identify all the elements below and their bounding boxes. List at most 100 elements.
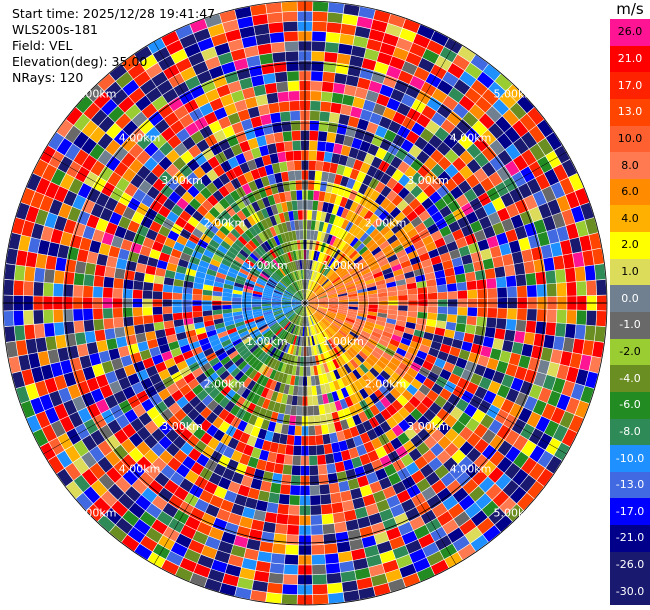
range-gate bbox=[389, 207, 401, 219]
range-gate bbox=[145, 87, 162, 103]
range-gate bbox=[239, 330, 250, 338]
range-gate bbox=[469, 486, 485, 502]
range-gate bbox=[540, 244, 553, 259]
range-gate bbox=[362, 235, 373, 246]
range-gate bbox=[284, 332, 291, 342]
range-gate bbox=[417, 293, 428, 300]
range-gate bbox=[231, 242, 242, 253]
range-gate bbox=[452, 487, 469, 503]
range-gate bbox=[73, 149, 89, 166]
range-gate bbox=[208, 23, 225, 37]
range-gate bbox=[278, 192, 287, 203]
range-gate bbox=[254, 315, 264, 321]
range-gate bbox=[463, 263, 475, 274]
range-gate bbox=[392, 411, 404, 424]
range-gate bbox=[492, 99, 509, 116]
range-gate bbox=[316, 211, 322, 221]
range-gate bbox=[417, 178, 430, 191]
range-gate bbox=[44, 269, 55, 283]
range-gate bbox=[301, 290, 305, 300]
range-ring-label: 2.00km bbox=[204, 216, 246, 229]
range-gate bbox=[208, 65, 224, 79]
range-gate bbox=[575, 369, 589, 386]
range-gate bbox=[265, 367, 274, 378]
range-gate bbox=[506, 388, 520, 403]
range-gate bbox=[337, 309, 348, 313]
range-gate bbox=[403, 401, 416, 414]
range-gate bbox=[299, 290, 304, 300]
range-gate bbox=[202, 289, 213, 296]
range-gate bbox=[299, 306, 304, 316]
range-gate bbox=[261, 255, 271, 264]
range-gate bbox=[144, 171, 159, 186]
range-gate bbox=[99, 166, 114, 182]
range-gate bbox=[277, 328, 285, 338]
range-gate bbox=[197, 332, 208, 341]
range-gate bbox=[425, 471, 440, 486]
range-gate bbox=[301, 306, 305, 316]
range-gate bbox=[379, 138, 392, 151]
range-gate bbox=[208, 472, 222, 486]
range-gate bbox=[148, 479, 164, 495]
range-gate bbox=[251, 447, 262, 459]
range-gate bbox=[273, 463, 284, 474]
range-gate bbox=[149, 221, 162, 233]
range-gate bbox=[266, 92, 279, 104]
range-gate bbox=[192, 61, 209, 76]
range-gate bbox=[316, 364, 322, 375]
range-gate bbox=[365, 90, 379, 103]
range-gate bbox=[251, 201, 261, 213]
range-gate bbox=[442, 71, 459, 87]
range-gate bbox=[377, 292, 388, 298]
range-gate bbox=[173, 171, 186, 184]
range-gate bbox=[276, 315, 286, 322]
range-gate bbox=[444, 414, 458, 428]
range-gate bbox=[358, 350, 368, 360]
range-gate bbox=[293, 295, 302, 301]
range-gate bbox=[410, 408, 423, 421]
range-gate bbox=[269, 322, 279, 330]
range-gate bbox=[338, 240, 347, 251]
range-gate bbox=[324, 267, 332, 277]
range-gate bbox=[307, 260, 311, 270]
range-gate bbox=[404, 244, 416, 255]
range-gate bbox=[428, 347, 440, 358]
range-gate bbox=[308, 180, 315, 191]
range-gate bbox=[346, 313, 357, 318]
range-gate bbox=[376, 499, 390, 513]
range-gate bbox=[273, 402, 281, 413]
range-gate bbox=[246, 402, 257, 414]
range-gate bbox=[35, 380, 49, 397]
range-gate bbox=[344, 509, 357, 522]
range-gate bbox=[374, 389, 385, 401]
range-gate bbox=[193, 316, 204, 324]
range-gate bbox=[461, 254, 473, 265]
range-gate bbox=[216, 508, 231, 522]
range-gate bbox=[326, 312, 336, 318]
range-gate bbox=[30, 191, 45, 209]
range-gate bbox=[519, 380, 533, 396]
range-gate bbox=[326, 361, 333, 372]
range-gate bbox=[346, 416, 356, 428]
range-gate bbox=[265, 461, 276, 473]
range-gate bbox=[353, 255, 363, 265]
range-gate bbox=[295, 366, 300, 376]
range-gate bbox=[561, 429, 577, 447]
range-gate bbox=[86, 187, 101, 203]
range-gate bbox=[417, 566, 435, 582]
range-gate bbox=[114, 429, 129, 444]
range-gate bbox=[308, 150, 317, 161]
range-gate bbox=[387, 291, 398, 297]
range-gate bbox=[437, 313, 447, 322]
colorbar-segment bbox=[610, 391, 650, 420]
range-gate bbox=[389, 387, 401, 399]
range-gate bbox=[469, 104, 485, 120]
range-gate bbox=[312, 21, 327, 32]
range-gate bbox=[218, 477, 232, 490]
range-gate bbox=[417, 164, 431, 178]
range-gate bbox=[219, 10, 237, 23]
range-gate bbox=[482, 89, 499, 106]
range-gate bbox=[313, 325, 318, 335]
range-gate bbox=[336, 430, 346, 442]
range-gate bbox=[230, 334, 241, 343]
